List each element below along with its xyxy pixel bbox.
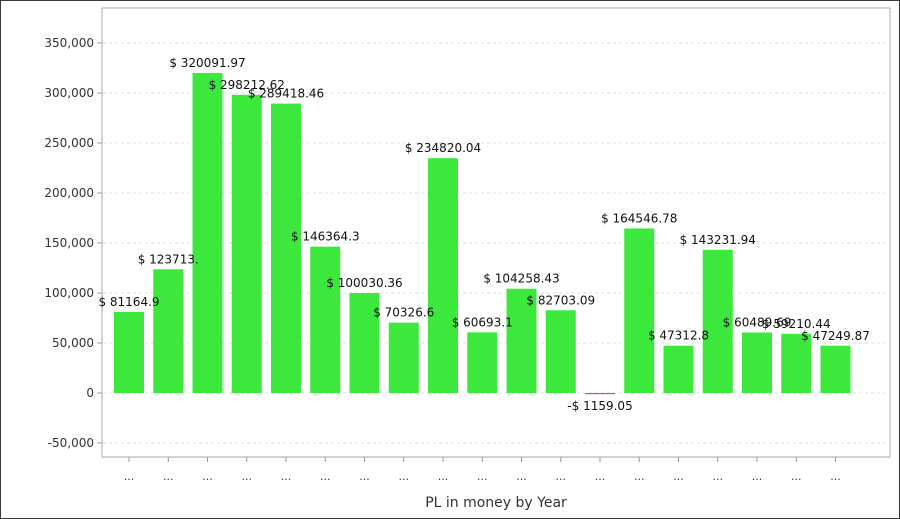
data-label: $ 82703.09 (526, 293, 595, 307)
bars (114, 72, 851, 395)
x-axis: ........................................… (124, 457, 841, 483)
bar[interactable] (781, 333, 812, 393)
bar[interactable] (585, 393, 615, 395)
x-tick-label: ... (320, 470, 331, 483)
y-tick-label: 300,000 (44, 86, 94, 100)
x-tick-label: ... (163, 470, 174, 483)
x-tick-label: ... (830, 470, 841, 483)
data-label: $ 100030.36 (326, 276, 402, 290)
x-tick-label: ... (595, 470, 606, 483)
bar[interactable] (192, 72, 223, 394)
data-label: $ 320091.97 (169, 56, 245, 70)
data-label: $ 123713. (138, 252, 199, 266)
x-tick-label: ... (791, 470, 802, 483)
data-label: $ 59210.44 (762, 317, 831, 331)
x-tick-label: ... (477, 470, 488, 483)
y-tick-label: 100,000 (44, 286, 94, 300)
y-tick-label: 50,000 (52, 336, 94, 350)
bar[interactable] (506, 288, 537, 393)
x-tick-label: ... (202, 470, 213, 483)
data-label: $ 47249.87 (801, 329, 870, 343)
x-axis-title: PL in money by Year (425, 495, 567, 511)
y-tick-label: 200,000 (44, 186, 94, 200)
x-tick-label: ... (516, 470, 527, 483)
data-label: $ 234820.04 (405, 141, 481, 155)
y-tick-label: 350,000 (44, 36, 94, 50)
data-label: $ 298212.62 (209, 78, 285, 92)
x-tick-label: ... (438, 470, 449, 483)
y-tick-label: 150,000 (44, 236, 94, 250)
data-label: $ 289418.46 (248, 87, 324, 101)
data-label: $ 60489.69 (723, 316, 792, 330)
x-tick-label: ... (281, 470, 292, 483)
bar[interactable] (310, 246, 341, 393)
data-labels: $ 81164.9 $ 123713. $ 320091.97 $ 298212.62… (98, 56, 869, 413)
data-label: $ 81164.9 (98, 295, 159, 309)
x-tick-label: ... (673, 470, 684, 483)
bar[interactable] (545, 310, 576, 393)
bar[interactable] (271, 103, 301, 393)
y-axis: -50,000 0 50,000 100,000 150,000 200,000 250,0… (44, 36, 102, 450)
data-label: $ 104258.43 (483, 272, 559, 286)
bar[interactable] (820, 345, 851, 393)
x-tick-label: ... (359, 470, 370, 483)
y-tick-label: 0 (86, 386, 94, 400)
data-label: $ 47312.8 (648, 329, 709, 343)
data-label: $ 143231.94 (680, 233, 756, 247)
x-tick-label: ... (634, 470, 645, 483)
data-label: $ 146364.3 (291, 230, 360, 244)
data-label: $ 164546.78 (601, 211, 677, 225)
y-tick-label: 250,000 (44, 136, 94, 150)
bar[interactable] (114, 311, 144, 393)
bar[interactable] (467, 332, 498, 393)
bar[interactable] (153, 269, 184, 393)
x-tick-label: ... (713, 470, 724, 483)
bar[interactable] (663, 345, 694, 393)
data-label: $ 70326.6 (373, 306, 434, 320)
data-label: $ 60693.1 (452, 315, 513, 329)
x-tick-label: ... (752, 470, 763, 483)
bar[interactable] (388, 322, 419, 393)
bar[interactable] (349, 292, 380, 393)
x-tick-label: ... (124, 470, 135, 483)
bar[interactable] (624, 228, 655, 393)
x-tick-label: ... (242, 470, 253, 483)
y-tick-label: -50,000 (48, 436, 94, 450)
bar[interactable] (742, 332, 772, 393)
bar[interactable] (702, 249, 733, 393)
x-tick-label: ... (399, 470, 410, 483)
bar[interactable] (428, 158, 458, 393)
x-tick-label: ... (556, 470, 567, 483)
bar[interactable] (231, 94, 262, 393)
data-label: -$ 1159.05 (567, 399, 632, 413)
